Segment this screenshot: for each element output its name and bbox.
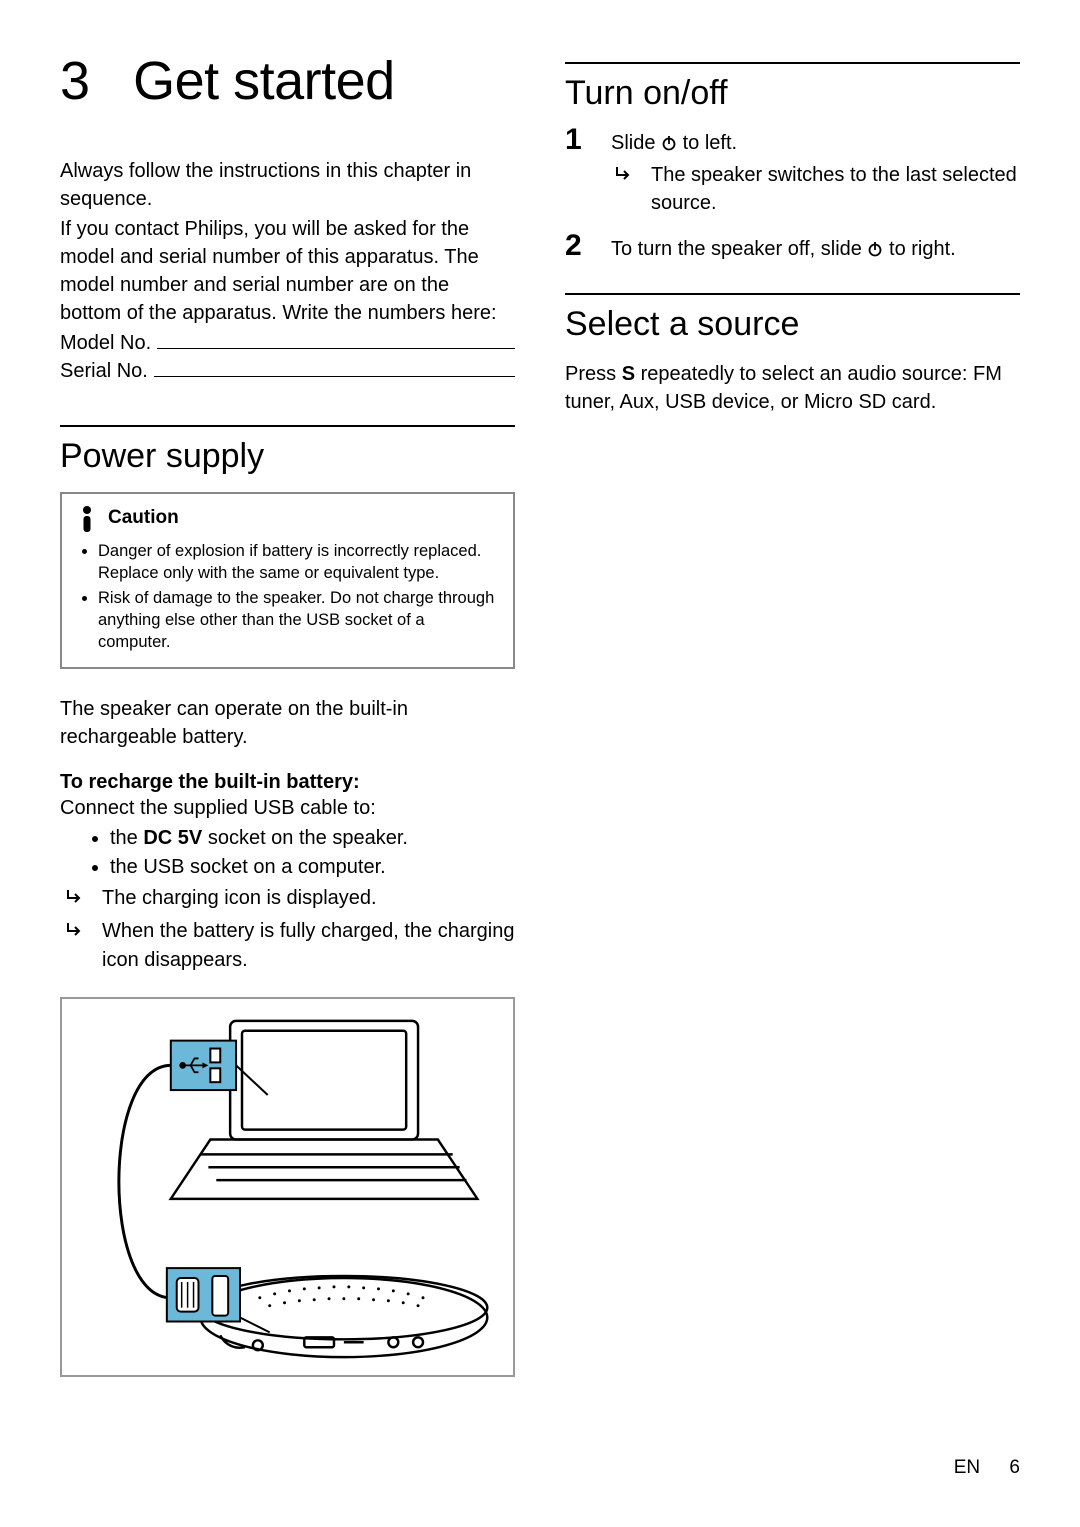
result-item: When the battery is fully charged, the c… (60, 917, 515, 975)
result-arrow-icon (615, 165, 635, 181)
footer-page-number: 6 (1009, 1457, 1020, 1478)
serial-no-blank (154, 357, 515, 377)
model-no-line: Model No. (60, 329, 515, 357)
power-icon (661, 135, 677, 151)
recharge-bullet: the USB socket on a computer. (110, 853, 515, 882)
caution-list: Danger of explosion if battery is incorr… (76, 540, 499, 653)
intro-para-2: If you contact Philips, you will be aske… (60, 215, 515, 327)
charging-diagram-svg (62, 999, 513, 1375)
caution-label: Caution (108, 507, 179, 529)
footer-lang: EN (954, 1457, 980, 1478)
intro-para-1: Always follow the instructions in this c… (60, 157, 515, 213)
recharge-heading: To recharge the built-in battery: (60, 771, 515, 794)
step-text: Slide to left. (611, 129, 1020, 157)
charging-figure (60, 997, 515, 1377)
section-rule (60, 425, 515, 427)
step-text: To turn the speaker off, slide to right. (611, 235, 1020, 263)
text: to right. (883, 238, 955, 260)
chapter-title-text: Get started (133, 51, 395, 111)
model-no-blank (157, 329, 515, 349)
text: the (110, 827, 143, 849)
result-list: The charging icon is displayed. When the… (60, 884, 515, 975)
section-rule (565, 293, 1020, 295)
step-2: 2 To turn the speaker off, slide to righ… (565, 235, 1020, 263)
result-item: The charging icon is displayed. (60, 884, 515, 913)
result-text: The charging icon is displayed. (102, 887, 377, 909)
section-rule (565, 62, 1020, 64)
power-icon (867, 241, 883, 257)
select-source-para: Press S repeatedly to select an audio so… (565, 360, 1020, 416)
caution-box: Caution Danger of explosion if battery i… (60, 492, 515, 669)
text: Press (565, 363, 622, 385)
power-supply-heading: Power supply (60, 437, 515, 476)
caution-item: Risk of damage to the speaker. Do not ch… (98, 587, 499, 654)
result-text: The speaker switches to the last selecte… (651, 164, 1017, 214)
step-number: 1 (565, 123, 582, 157)
recharge-intro: Connect the supplied USB cable to: (60, 794, 515, 822)
left-column: 3 Get started Always follow the instruct… (60, 50, 515, 1377)
caution-header: Caution (76, 504, 499, 532)
chapter-heading: 3 Get started (60, 50, 515, 112)
turn-onoff-heading: Turn on/off (565, 74, 1020, 113)
right-column: Turn on/off 1 Slide to left. The speaker… (565, 50, 1020, 1377)
step-number: 2 (565, 229, 582, 263)
text: Slide (611, 132, 661, 154)
result-arrow-icon (66, 888, 86, 904)
chapter-number: 3 (60, 51, 90, 111)
result-arrow-icon (66, 921, 86, 937)
text: To turn the speaker off, slide (611, 238, 867, 260)
intro-block: Always follow the instructions in this c… (60, 157, 515, 385)
serial-no-label: Serial No. (60, 357, 148, 385)
text: to left. (677, 132, 737, 154)
page-footer: EN 6 (954, 1457, 1020, 1479)
s-button-label: S (622, 363, 635, 385)
serial-no-line: Serial No. (60, 357, 515, 385)
model-no-label: Model No. (60, 329, 151, 357)
select-source-heading: Select a source (565, 305, 1020, 344)
caution-item: Danger of explosion if battery is incorr… (98, 540, 499, 585)
power-para: The speaker can operate on the built-in … (60, 695, 515, 751)
text: socket on the speaker. (202, 827, 408, 849)
page: 3 Get started Always follow the instruct… (60, 50, 1020, 1377)
recharge-bullet: the DC 5V socket on the speaker. (110, 824, 515, 853)
result-text: When the battery is fully charged, the c… (102, 920, 514, 971)
caution-icon (76, 504, 98, 532)
step-result: The speaker switches to the last selecte… (611, 161, 1020, 217)
recharge-bullets: the DC 5V socket on the speaker. the USB… (60, 824, 515, 882)
dc5v-label: DC 5V (143, 827, 202, 849)
step-1: 1 Slide to left. The speaker switches to… (565, 129, 1020, 217)
turn-steps: 1 Slide to left. The speaker switches to… (565, 129, 1020, 263)
